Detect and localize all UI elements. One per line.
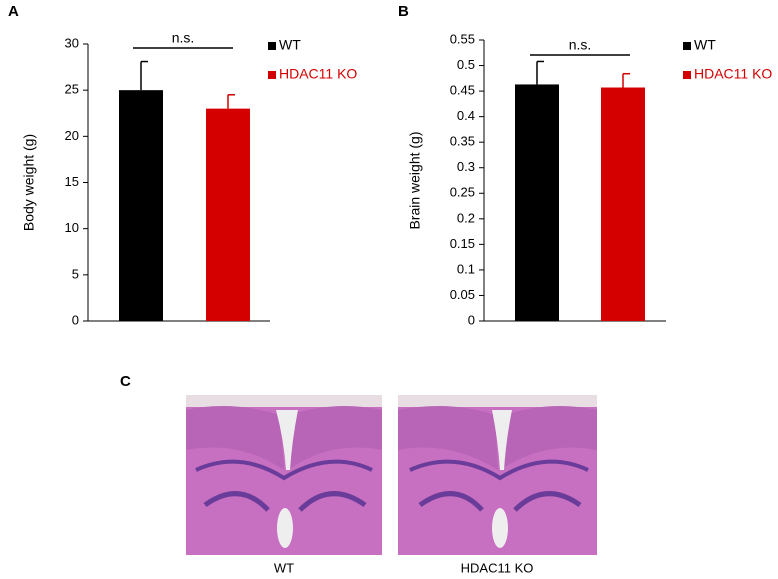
y-tick-label: 0.2 xyxy=(457,210,475,225)
panel-label: C xyxy=(120,373,131,390)
y-axis-label: Body weight (g) xyxy=(21,134,37,231)
legend-label: HDAC11 KO xyxy=(694,66,772,82)
image-caption: WT xyxy=(274,560,294,574)
legend-label: WT xyxy=(279,37,301,53)
y-axis-label: Brain weight (g) xyxy=(407,131,423,229)
bar xyxy=(119,90,163,322)
legend-swatch xyxy=(268,71,276,79)
y-tick-label: 0.35 xyxy=(450,134,475,149)
panel-label: B xyxy=(398,3,409,20)
y-tick-label: 0.1 xyxy=(457,261,475,276)
y-tick-label: 0.15 xyxy=(450,236,475,251)
y-tick-label: 0.05 xyxy=(450,287,475,302)
y-tick-label: 0.55 xyxy=(450,31,475,46)
y-tick-label: 0.5 xyxy=(457,57,475,72)
y-tick-label: 30 xyxy=(65,35,79,50)
y-tick-label: 0 xyxy=(72,312,79,327)
bar xyxy=(515,84,559,321)
y-tick-label: 0.45 xyxy=(450,83,475,98)
legend-label: WT xyxy=(694,37,716,53)
histology-wt xyxy=(186,395,382,555)
y-tick-label: 0.3 xyxy=(457,159,475,174)
y-tick-label: 15 xyxy=(65,174,79,189)
legend-swatch xyxy=(683,71,691,79)
histology-ko xyxy=(398,395,597,555)
y-tick-label: 0.25 xyxy=(450,185,475,200)
y-tick-label: 10 xyxy=(65,220,79,235)
annotation: n.s. xyxy=(569,37,592,53)
annotation: n.s. xyxy=(172,30,195,46)
y-tick-label: 5 xyxy=(72,266,79,281)
image-caption: HDAC11 KO xyxy=(461,560,534,574)
legend-swatch xyxy=(683,42,691,50)
y-tick-label: 25 xyxy=(65,82,79,97)
y-tick-label: 0.4 xyxy=(457,108,475,123)
legend-swatch xyxy=(268,42,276,50)
panel-label: A xyxy=(8,3,19,20)
y-tick-label: 0 xyxy=(468,312,475,327)
bar xyxy=(206,108,250,321)
bar xyxy=(601,87,645,321)
y-tick-label: 20 xyxy=(65,128,79,143)
legend-label: HDAC11 KO xyxy=(279,66,357,82)
